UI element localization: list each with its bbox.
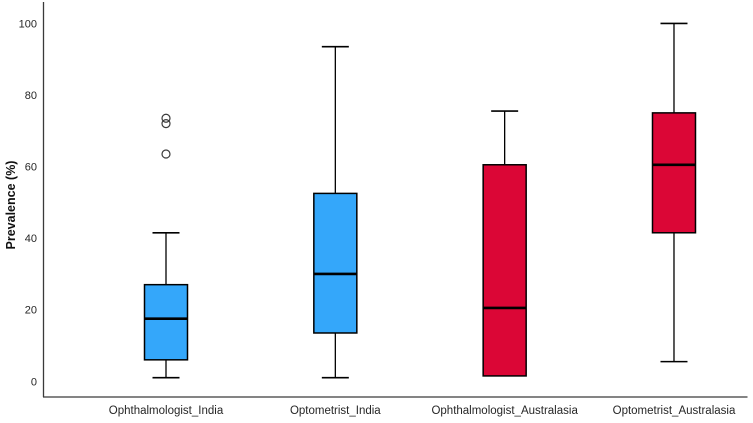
category-label: Ophthalmologist_India — [109, 405, 224, 417]
iqr-box — [143, 283, 189, 361]
y-tick-label: 80 — [25, 90, 37, 102]
outlier-circle — [161, 113, 171, 123]
y-tick-label: 100 — [19, 18, 37, 30]
y-tick-label: 0 — [31, 376, 37, 388]
outlier-circle — [161, 119, 171, 129]
iqr-box — [482, 164, 527, 377]
outlier-circle — [161, 149, 171, 159]
category-label: Optometrist_India — [290, 405, 381, 417]
category-label: Ophthalmologist_Australasia — [431, 405, 578, 417]
y-tick-label: 40 — [25, 233, 37, 245]
iqr-box — [651, 112, 697, 234]
y-axis-title: Prevalence (%) — [4, 161, 18, 250]
iqr-box — [313, 192, 358, 334]
category-label: Optometrist_Australasia — [613, 405, 736, 417]
y-tick-label: 60 — [25, 162, 37, 174]
y-tick-label: 20 — [25, 305, 37, 317]
